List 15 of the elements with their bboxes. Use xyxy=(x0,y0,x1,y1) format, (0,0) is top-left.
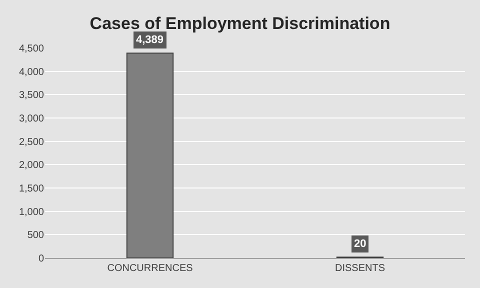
x-tick-label: DISSENTS xyxy=(334,263,386,274)
chart-title: Cases of Employment Discrimination xyxy=(90,14,390,34)
y-tick-label: 500 xyxy=(27,230,44,242)
data-label: 20 xyxy=(354,238,366,250)
y-tick-label: 2,500 xyxy=(18,136,44,148)
y-tick-label: 2,000 xyxy=(18,160,44,172)
x-tick-label: CONCURRENCES xyxy=(107,263,194,274)
y-tick-label: 4,500 xyxy=(18,44,44,54)
y-tick-label: 3,500 xyxy=(18,90,44,102)
y-tick-label: 1,500 xyxy=(18,184,44,194)
y-tick-label: 1,000 xyxy=(18,206,44,218)
y-tick-label: 0 xyxy=(38,254,44,264)
y-tick-label: 4,000 xyxy=(18,66,44,78)
data-label: 4,389 xyxy=(136,34,164,46)
y-tick-label: 3,000 xyxy=(18,114,44,124)
